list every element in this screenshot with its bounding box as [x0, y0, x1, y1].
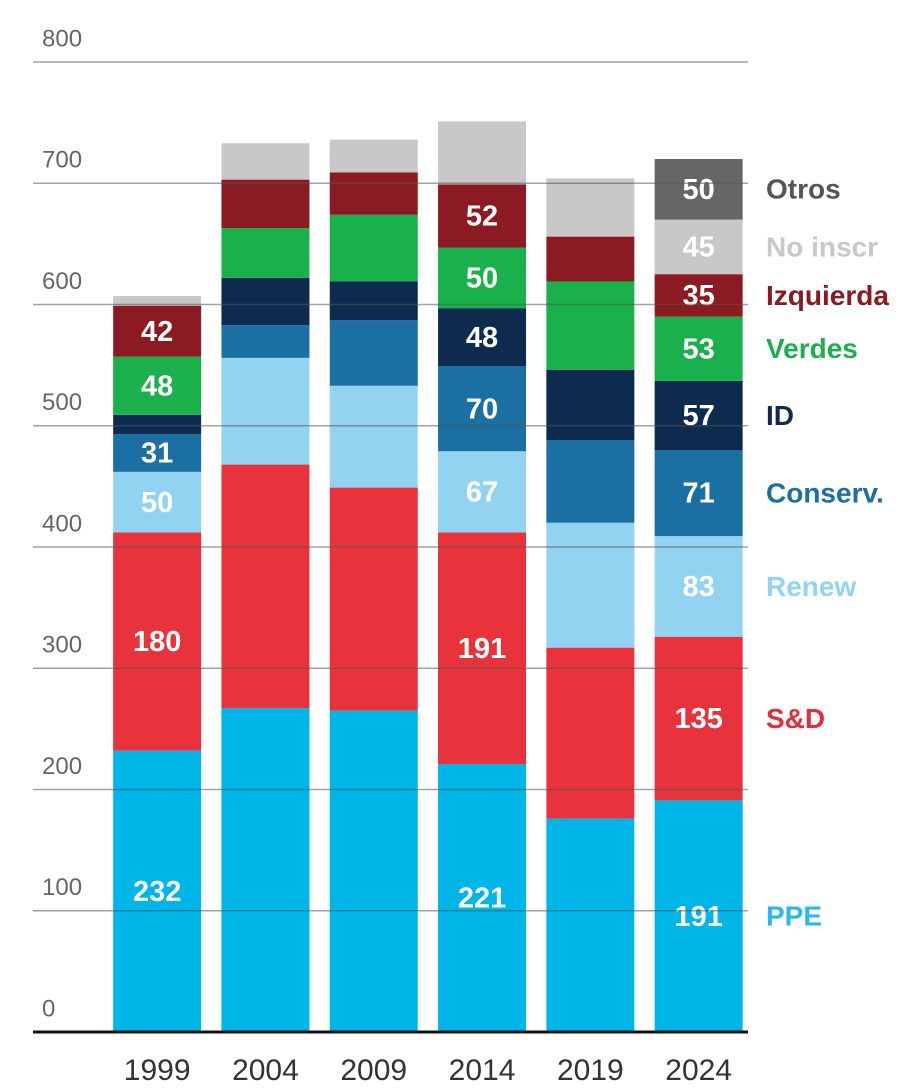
legend-label: Otros [766, 174, 841, 205]
bar-segment [654, 800, 743, 1032]
x-tick-label: 2019 [557, 1054, 624, 1087]
legend-label: Izquierda [766, 280, 889, 311]
bar-segment [221, 143, 310, 180]
legend-label: No inscr [766, 231, 878, 262]
bar-segment [221, 464, 310, 709]
bar-segment [438, 121, 527, 185]
bar-segment [546, 522, 635, 648]
bar-segment [329, 710, 418, 1032]
data-label: 221 [458, 883, 506, 915]
y-tick-label: 500 [42, 389, 82, 416]
bar-segment [546, 647, 635, 819]
bar-segment [113, 471, 202, 533]
bar-segment [654, 219, 743, 275]
y-tick-label: 600 [42, 268, 82, 295]
data-label: 135 [674, 703, 722, 735]
bar-segment [221, 357, 310, 465]
legend-label: S&D [766, 703, 825, 734]
bar-segment [438, 532, 527, 765]
bar-segment [221, 325, 310, 358]
x-tick-label: 2009 [340, 1054, 407, 1087]
data-label: 45 [683, 232, 715, 264]
data-label: 53 [683, 333, 715, 365]
bar-segment [546, 440, 635, 523]
data-label: 180 [133, 626, 181, 658]
bar-segment [221, 228, 310, 278]
bar-segment [546, 369, 635, 441]
bar-segment [654, 380, 743, 450]
data-label: 83 [683, 571, 715, 603]
data-label: 71 [683, 478, 715, 510]
data-label: 48 [141, 370, 173, 402]
data-label: 70 [466, 393, 498, 425]
bar-segment [438, 764, 527, 1032]
data-label: 31 [141, 438, 173, 470]
bar-segment [546, 818, 635, 1032]
bar-segment [438, 366, 527, 452]
bar-segment [113, 305, 202, 357]
data-label: 50 [141, 487, 173, 519]
bar-segment [438, 184, 527, 248]
legend-label: Conserv. [766, 477, 884, 508]
bar-segment [546, 281, 635, 370]
bar-segment [113, 356, 202, 415]
legend-label: PPE [766, 901, 822, 932]
bar-segment [438, 451, 527, 533]
legend-label: Renew [766, 571, 856, 602]
data-label: 191 [458, 633, 506, 665]
bar-segment [329, 487, 418, 711]
y-tick-label: 200 [42, 753, 82, 780]
bar-segment [438, 247, 527, 309]
bar-segment [221, 179, 310, 229]
bar-segment [654, 274, 743, 317]
y-tick-label: 300 [42, 632, 82, 659]
bar-segment [329, 320, 418, 386]
bar-segment [329, 172, 418, 215]
data-label: 57 [683, 400, 715, 432]
bar-segment [654, 636, 743, 801]
x-tick-label: 2014 [449, 1054, 516, 1087]
bar-segment [654, 536, 743, 637]
bar-segment [113, 296, 202, 306]
bar-segment [329, 139, 418, 173]
y-tick-label: 400 [42, 510, 82, 537]
bar-segment [113, 532, 202, 751]
bar-segment [654, 159, 743, 220]
bar-segment [654, 450, 743, 537]
data-label: 52 [466, 201, 498, 233]
y-tick-label: 800 [42, 25, 82, 52]
data-label: 48 [466, 322, 498, 354]
bar-segment [221, 277, 310, 326]
data-label: 50 [466, 262, 498, 294]
bar-segment [329, 281, 418, 321]
x-tick-label: 2024 [665, 1054, 732, 1087]
data-label: 35 [683, 280, 715, 312]
y-tick-label: 700 [42, 147, 82, 174]
bar-segment [113, 750, 202, 1032]
data-label: 42 [141, 316, 173, 348]
data-label: 232 [133, 876, 181, 908]
bar-segment [546, 178, 635, 237]
x-tick-label: 2004 [232, 1054, 299, 1087]
data-label: 67 [466, 476, 498, 508]
data-label: 50 [683, 174, 715, 206]
data-label: 191 [674, 901, 722, 933]
y-tick-label: 100 [42, 874, 82, 901]
bar-segment [221, 708, 310, 1032]
legend-label: Verdes [766, 333, 858, 364]
bar-segment [438, 308, 527, 367]
y-tick-label: 0 [42, 995, 55, 1022]
legend-label: ID [766, 400, 794, 431]
bar-segment [113, 434, 202, 472]
x-tick-label: 1999 [124, 1054, 191, 1087]
bar-segment [329, 385, 418, 488]
bar-segment [329, 214, 418, 282]
bar-segment [546, 236, 635, 282]
bar-segment [654, 316, 743, 381]
bar-segment [113, 414, 202, 435]
